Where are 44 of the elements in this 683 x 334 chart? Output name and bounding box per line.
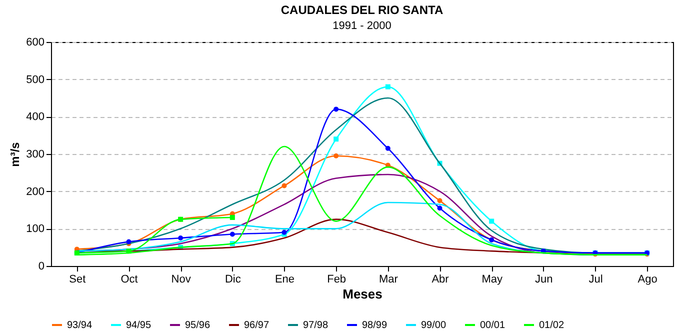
- y-tick-label: 400: [26, 111, 44, 124]
- y-tick-label: 600: [26, 36, 44, 48]
- point: [282, 183, 287, 188]
- x-axis-title: Meses: [342, 286, 382, 302]
- legend-label: 95/96: [185, 320, 210, 331]
- x-tick-label: Abr: [432, 274, 450, 286]
- x-tick-label: Jul: [588, 274, 603, 286]
- point: [437, 206, 442, 211]
- x-tick-label: Ago: [638, 274, 658, 286]
- x-tick-label: Mar: [378, 274, 398, 286]
- legend-label: 96/97: [244, 320, 270, 331]
- chart-subtitle: 1991 - 2000: [332, 20, 392, 32]
- y-tick-label: 300: [26, 148, 44, 160]
- x-tick-label: May: [482, 274, 503, 286]
- x-tick-label: Nov: [171, 274, 192, 286]
- legend-label: 00/01: [480, 320, 506, 331]
- point: [437, 198, 442, 204]
- x-tick-label: Dic: [224, 274, 242, 286]
- chart-title: CAUDALES DEL RIO SANTA: [280, 3, 444, 17]
- point: [334, 106, 339, 112]
- y-tick-label: 0: [38, 260, 44, 272]
- y-axis-title: m³/s: [8, 142, 22, 167]
- point: [178, 236, 184, 240]
- point: [334, 136, 339, 142]
- x-tick-label: Set: [69, 274, 86, 286]
- y-tick-label: 100: [26, 223, 44, 236]
- point: [230, 232, 235, 237]
- legend-label: 93/94: [67, 320, 92, 331]
- legend-label: 94/95: [126, 320, 152, 331]
- point: [489, 218, 494, 224]
- point: [334, 153, 339, 158]
- x-tick-label: Feb: [327, 274, 346, 286]
- legend-label: 99/00: [421, 320, 446, 331]
- point: [385, 146, 390, 151]
- x-tick-label: Jun: [535, 274, 553, 286]
- x-tick-label: Oct: [120, 274, 138, 286]
- legend-label: 01/02: [539, 320, 564, 331]
- legend-label: 97/98: [303, 320, 328, 331]
- point: [385, 84, 390, 90]
- legend-label: 98/99: [362, 320, 388, 331]
- x-tick-label: Ene: [274, 274, 295, 286]
- y-tick-label: 200: [26, 186, 44, 198]
- point: [230, 214, 235, 220]
- y-tick-label: 500: [26, 74, 44, 86]
